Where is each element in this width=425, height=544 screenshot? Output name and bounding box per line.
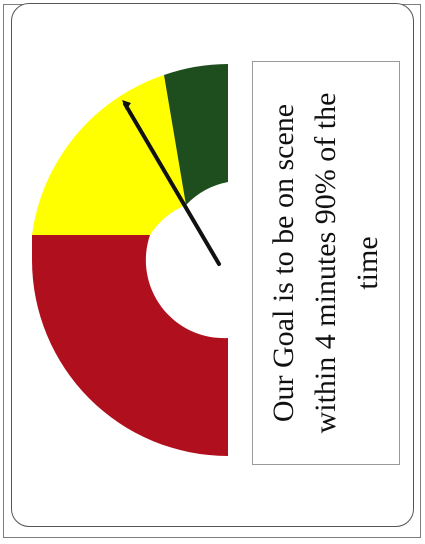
goal-statement-text: Our Goal is to be on scene within 4 minu… bbox=[263, 68, 389, 458]
red-zone bbox=[32, 235, 228, 456]
green-zone bbox=[164, 64, 228, 205]
gauge-needle bbox=[123, 102, 221, 266]
gauge-needle-tip bbox=[122, 100, 131, 110]
goal-line-1: Our Goal is to be on scene bbox=[267, 103, 300, 423]
goal-statement-box: Our Goal is to be on scene within 4 minu… bbox=[252, 61, 400, 465]
goal-line-3: time bbox=[351, 236, 384, 290]
yellow-zone bbox=[32, 75, 186, 235]
goal-line-2: within 4 minutes 90% of the bbox=[309, 92, 342, 434]
